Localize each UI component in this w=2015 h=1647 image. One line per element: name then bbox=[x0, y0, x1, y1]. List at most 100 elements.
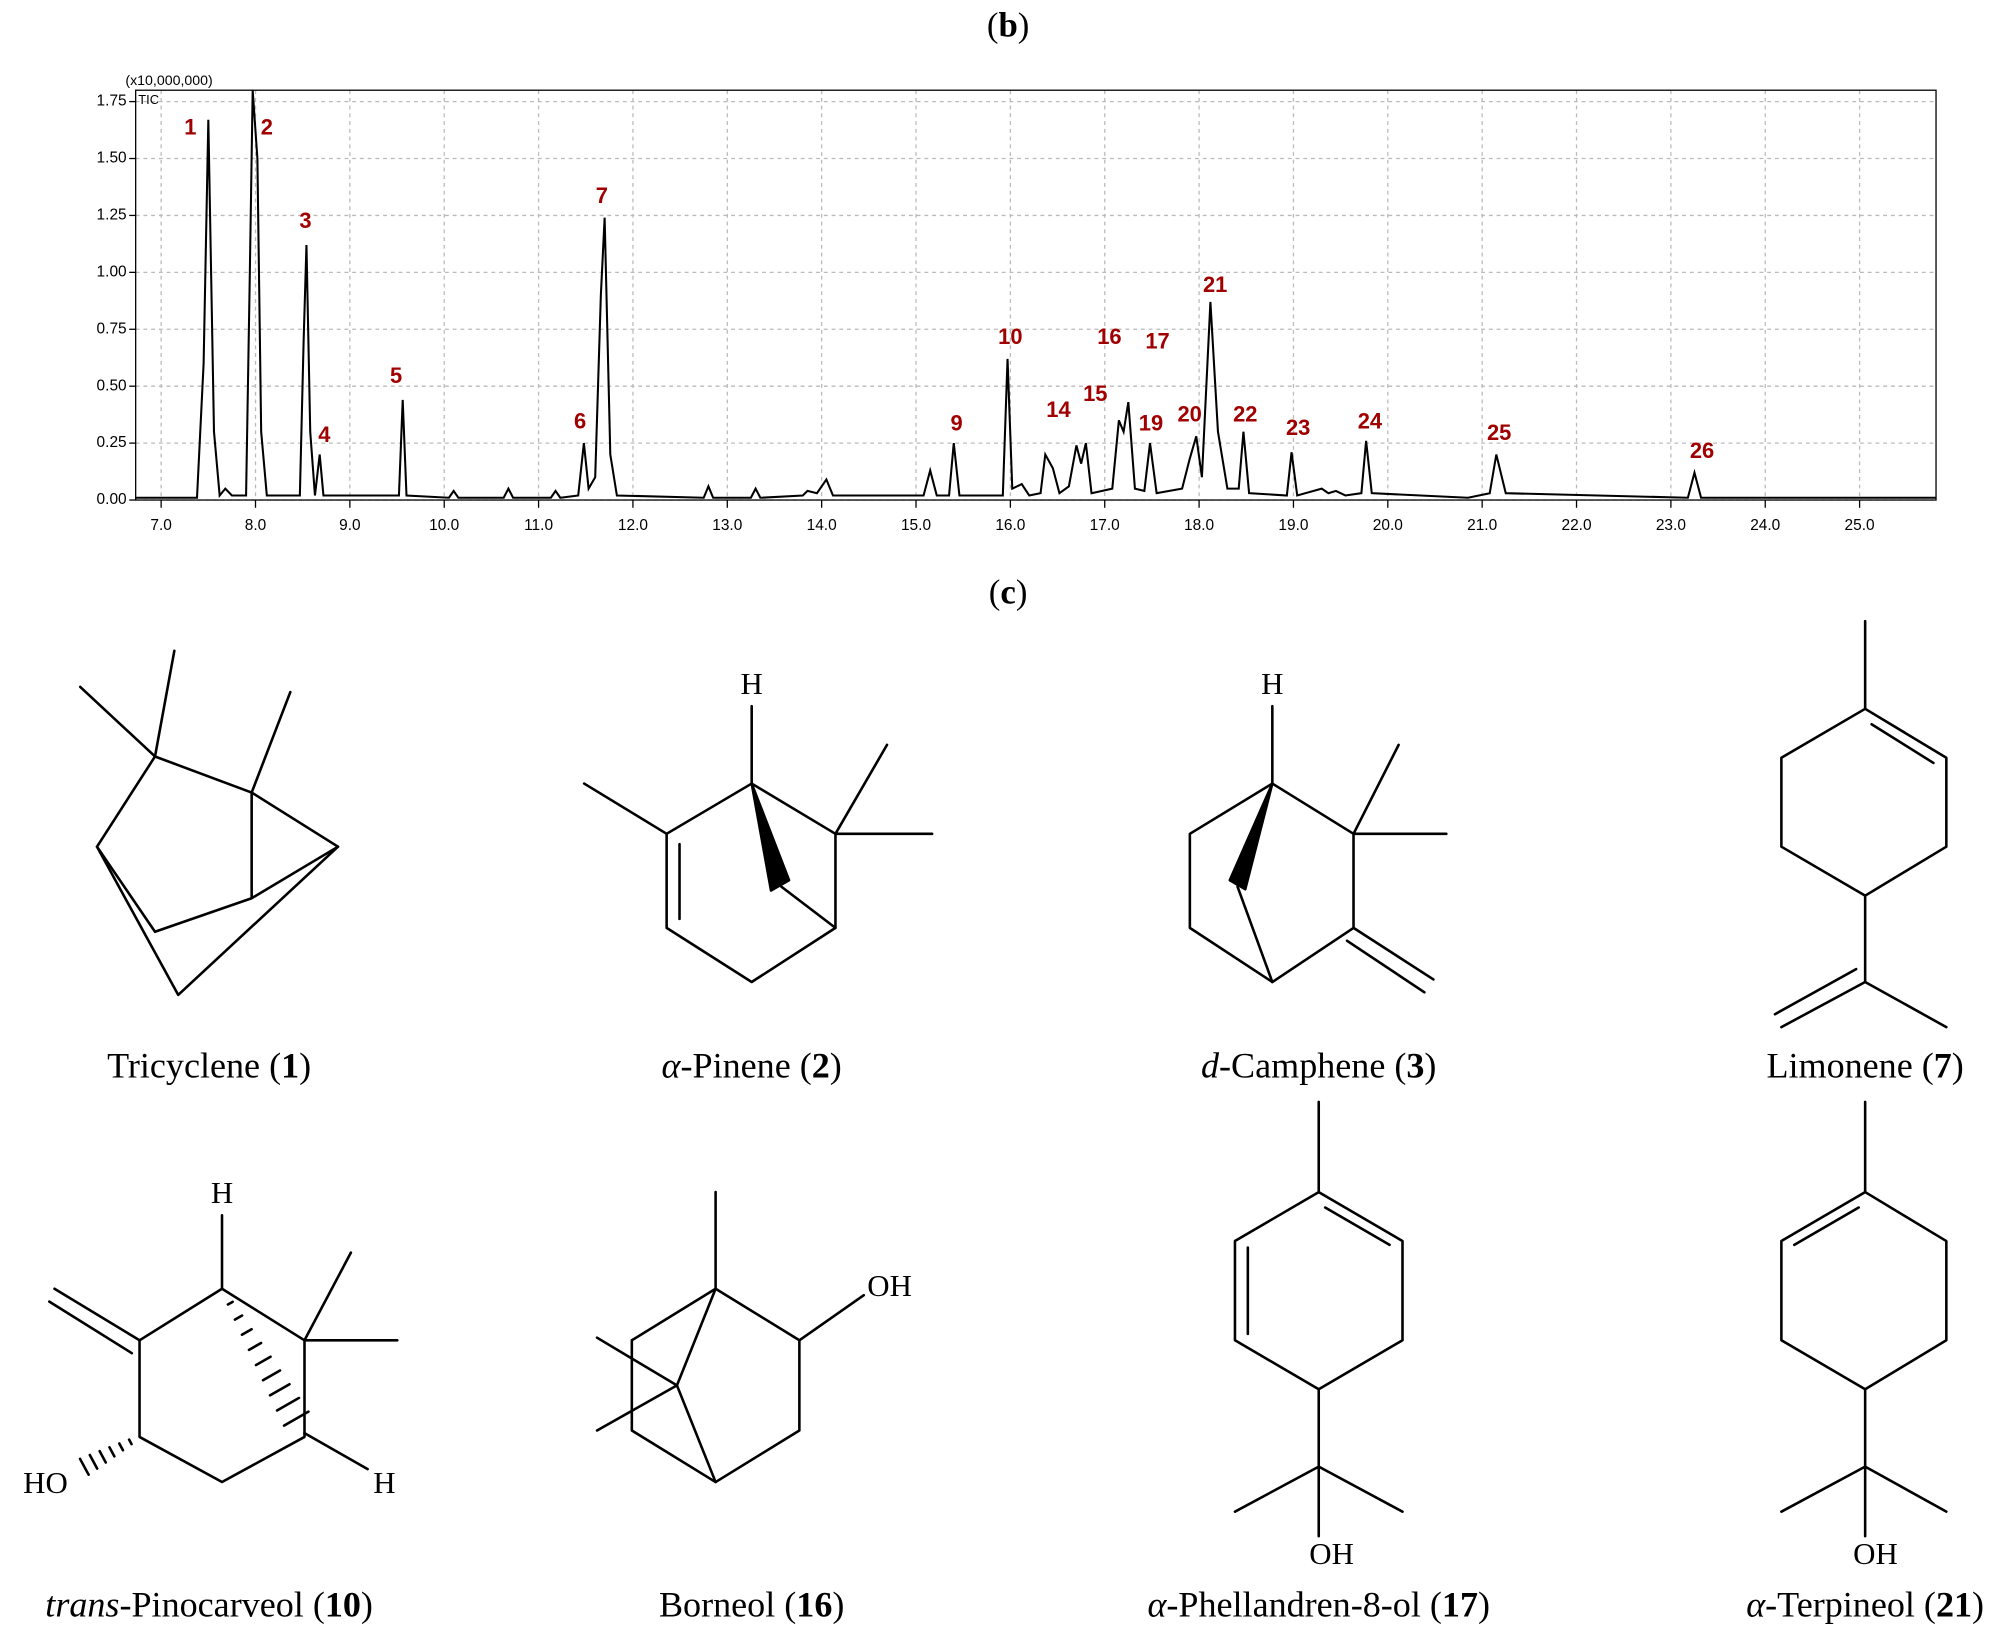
x-tick-label: 14.0 bbox=[807, 517, 837, 534]
caption-part: -Phellandren-8-ol ( bbox=[1166, 1585, 1442, 1625]
hash bbox=[268, 1382, 291, 1397]
atom-label: OH bbox=[867, 1268, 912, 1303]
caption-part: ) bbox=[1972, 1585, 1984, 1625]
atom-label: HO bbox=[23, 1465, 68, 1500]
y-tick-label: 1.25 bbox=[97, 207, 127, 224]
x-tick-label: 19.0 bbox=[1278, 517, 1308, 534]
peak-label: 1 bbox=[184, 115, 196, 140]
peak-label: 23 bbox=[1286, 415, 1310, 440]
caption-part: ( bbox=[989, 572, 1001, 611]
peak-label: 22 bbox=[1233, 402, 1257, 427]
caption-part: 1 bbox=[281, 1046, 299, 1086]
peak-label: 5 bbox=[390, 363, 402, 388]
x-tick-label: 9.0 bbox=[339, 517, 360, 534]
caption: Borneol (16) bbox=[659, 1585, 844, 1625]
peak-label: 7 bbox=[596, 183, 608, 208]
hash bbox=[108, 1446, 116, 1458]
peak-label: 14 bbox=[1046, 397, 1071, 422]
caption-part: ) bbox=[1478, 1585, 1490, 1625]
caption-part: b bbox=[998, 5, 1017, 44]
x-tick-label: 7.0 bbox=[150, 517, 171, 534]
hash bbox=[78, 1457, 90, 1476]
atom-label: H bbox=[211, 1175, 233, 1210]
hash bbox=[275, 1396, 301, 1412]
hash-bond bbox=[226, 1300, 310, 1427]
hash bbox=[240, 1327, 253, 1337]
peak-label: 20 bbox=[1177, 402, 1201, 427]
y-tick-label: 1.50 bbox=[97, 150, 127, 167]
x-tick-label: 23.0 bbox=[1656, 517, 1686, 534]
caption-part: 16 bbox=[796, 1585, 832, 1625]
caption: (b) bbox=[987, 5, 1030, 44]
caption: d-Camphene (3) bbox=[1201, 1046, 1436, 1086]
caption: (c) bbox=[989, 572, 1028, 611]
hash bbox=[282, 1410, 310, 1427]
caption-part: 17 bbox=[1442, 1585, 1478, 1625]
caption-part: ) bbox=[832, 1585, 844, 1625]
y-tick-label: 1.00 bbox=[97, 263, 127, 280]
caption: α-Pinene (2) bbox=[662, 1046, 842, 1086]
hash bbox=[226, 1300, 234, 1306]
hash bbox=[254, 1355, 272, 1367]
hash-bond bbox=[78, 1438, 133, 1476]
caption-part: ) bbox=[1018, 5, 1030, 44]
structure-2 bbox=[582, 704, 934, 984]
caption: Tricyclene (1) bbox=[107, 1046, 311, 1086]
caption-part: c bbox=[1000, 572, 1015, 611]
caption-part: 10 bbox=[325, 1585, 361, 1625]
caption-part: ) bbox=[1424, 1046, 1436, 1086]
caption-part: -Camphene ( bbox=[1219, 1046, 1406, 1086]
peak-label: 24 bbox=[1358, 408, 1383, 433]
peak-label: 21 bbox=[1203, 272, 1227, 297]
x-tick-label: 17.0 bbox=[1090, 517, 1120, 534]
x-tick-label: 24.0 bbox=[1750, 517, 1780, 534]
caption: Limonene (7) bbox=[1766, 1046, 1963, 1086]
caption-part: trans bbox=[45, 1585, 119, 1625]
hash bbox=[118, 1442, 125, 1452]
caption-part: 7 bbox=[1934, 1046, 1952, 1086]
caption-part: Tricyclene ( bbox=[107, 1046, 281, 1086]
atom-label: H bbox=[741, 666, 763, 701]
peak-label: 19 bbox=[1139, 411, 1163, 436]
caption-part: 21 bbox=[1936, 1585, 1972, 1625]
y-tick-label: 0.50 bbox=[97, 377, 127, 394]
x-tick-label: 20.0 bbox=[1373, 517, 1403, 534]
x-tick-label: 21.0 bbox=[1467, 517, 1497, 534]
x-tick-label: 8.0 bbox=[245, 517, 266, 534]
caption: α-Phellandren-8-ol (17) bbox=[1147, 1585, 1490, 1625]
caption-part: -Pinocarveol ( bbox=[119, 1585, 324, 1625]
caption-part: α bbox=[1147, 1585, 1167, 1625]
caption-part: Limonene ( bbox=[1766, 1046, 1933, 1086]
plot-frame bbox=[135, 89, 1937, 501]
peak-label: 17 bbox=[1145, 329, 1169, 354]
structure-3 bbox=[1188, 704, 1448, 994]
y-tick-label: 0.00 bbox=[97, 491, 127, 508]
y-tick-label: 1.75 bbox=[97, 93, 127, 110]
caption-part: d bbox=[1201, 1046, 1220, 1086]
atom-label: OH bbox=[1853, 1536, 1898, 1571]
peak-label: 25 bbox=[1487, 420, 1511, 445]
peak-label: 16 bbox=[1097, 324, 1121, 349]
structure-17 bbox=[1233, 1100, 1404, 1538]
atom-label: H bbox=[373, 1465, 395, 1500]
caption-part: ) bbox=[1016, 572, 1028, 611]
hash bbox=[127, 1438, 133, 1446]
caption-part: ( bbox=[987, 5, 999, 44]
structure-7 bbox=[1773, 619, 1948, 1029]
x-tick-label: 13.0 bbox=[712, 517, 742, 534]
caption: α-Terpineol (21) bbox=[1746, 1585, 1984, 1625]
peak-label: 10 bbox=[998, 324, 1022, 349]
trace-label: TIC bbox=[138, 92, 159, 107]
hash bbox=[98, 1449, 108, 1464]
caption-part: 3 bbox=[1406, 1046, 1424, 1086]
peak-label: 4 bbox=[318, 422, 331, 447]
structure-21 bbox=[1780, 1100, 1948, 1538]
atom-label: OH bbox=[1309, 1536, 1354, 1571]
peak-label: 6 bbox=[574, 408, 586, 433]
x-tick-label: 22.0 bbox=[1561, 517, 1591, 534]
caption-part: α bbox=[662, 1046, 682, 1086]
peak-label: 9 bbox=[950, 411, 962, 436]
caption-part: ) bbox=[299, 1046, 311, 1086]
